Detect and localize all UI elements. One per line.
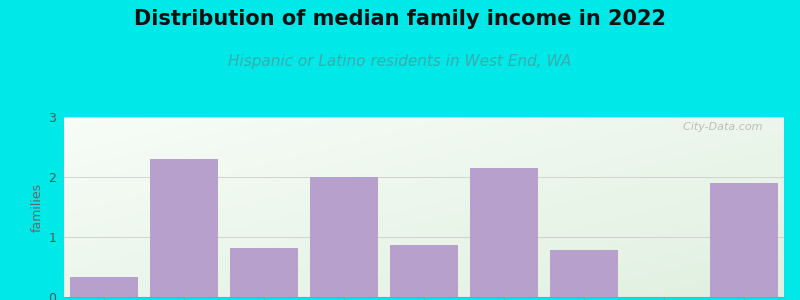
Text: City-Data.com: City-Data.com <box>676 122 762 132</box>
Text: Hispanic or Latino residents in West End, WA: Hispanic or Latino residents in West End… <box>228 54 572 69</box>
Bar <box>70 277 138 297</box>
Bar <box>230 248 298 297</box>
Bar <box>550 250 618 297</box>
Bar <box>310 177 378 297</box>
Y-axis label: families: families <box>31 182 44 232</box>
Bar <box>390 245 458 297</box>
Text: Distribution of median family income in 2022: Distribution of median family income in … <box>134 9 666 29</box>
Bar <box>710 183 778 297</box>
Bar <box>470 168 538 297</box>
Bar <box>150 159 218 297</box>
